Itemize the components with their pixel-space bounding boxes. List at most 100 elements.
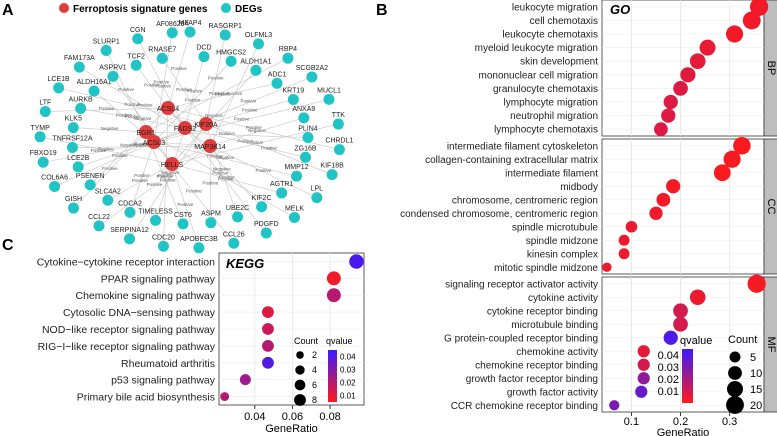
kegg-point: [262, 339, 274, 352]
go-point: [637, 345, 650, 358]
network-edge: [153, 32, 173, 143]
go-term-label: condensed chromosome, centromeric region: [400, 209, 598, 220]
x-tick-label: 0.06: [282, 411, 303, 423]
go-point: [733, 136, 751, 155]
go-term-label: mitotic spindle midzone: [494, 263, 598, 274]
go-point: [673, 303, 688, 319]
kegg-colorbar: [328, 350, 337, 402]
network-edge: [73, 131, 147, 209]
network-edge: [153, 61, 232, 143]
panel-label-a: A: [2, 2, 14, 19]
network-edge: [98, 145, 211, 227]
go-point: [618, 234, 630, 246]
deg-node: [124, 206, 136, 218]
go-point: [618, 248, 630, 260]
network-edge: [209, 145, 212, 223]
deg-node: [75, 102, 87, 114]
go-term-label: cell chemotaxis: [530, 16, 598, 27]
deg-node: [252, 38, 264, 50]
network-edge: [137, 38, 186, 129]
edge-label: Positive: [241, 99, 257, 104]
edge-label: Positive: [246, 125, 262, 130]
deg-node: [34, 131, 46, 143]
go-point: [602, 262, 612, 272]
network-edge: [153, 123, 207, 143]
go-point: [663, 94, 678, 110]
go-size-legend-dot: [729, 351, 741, 363]
edge-label: Positive: [137, 103, 153, 108]
go-point: [723, 150, 741, 168]
deg-node-label: PSENEN: [76, 173, 105, 180]
network-edge: [209, 145, 317, 198]
panel-b-go-dotplot: B BP leukocyte migration cell chemotaxis leu…: [376, 0, 777, 436]
signature-node: [147, 135, 161, 149]
deg-node: [232, 211, 244, 223]
deg-node-label: LCE1B: [48, 76, 71, 83]
network-edge: [167, 31, 191, 109]
network-edge: [171, 145, 211, 165]
deg-node-label: CGN: [130, 27, 146, 34]
go-term-label: neutrophil migration: [510, 111, 598, 122]
kegg-colorbar-tick: 0.04: [340, 353, 356, 362]
edge-label: Positive: [218, 176, 234, 181]
network-edge: [205, 99, 294, 125]
go-point: [635, 385, 648, 398]
go-term-label: CCR chemokine receptor binding: [451, 401, 598, 412]
go-point: [637, 372, 650, 385]
deg-node: [73, 61, 85, 73]
kegg-panel-title: KEGG: [226, 256, 264, 271]
edge-label: Positive: [176, 87, 192, 92]
kegg-size-legend-dot: [296, 351, 304, 359]
legend-deg-label: DEGs: [235, 4, 263, 15]
network-edge: [184, 127, 267, 234]
go-point: [663, 330, 678, 345]
network-edge: [167, 83, 278, 109]
edge-label: Positive: [207, 153, 223, 158]
network-edge: [107, 163, 173, 201]
facet-strip-label: MF: [765, 337, 777, 353]
signature-node: [161, 101, 175, 115]
go-colorbar: [682, 349, 693, 403]
network-edge: [171, 70, 257, 165]
deg-node-label: SLC4A2: [95, 188, 121, 195]
go-size-legend-dot: [726, 396, 744, 414]
edge-label: Positive: [147, 182, 163, 187]
edge-label: Positive: [187, 88, 203, 93]
edge-label: Positive: [209, 91, 225, 96]
x-tick-label: 0.2: [673, 416, 688, 428]
edge-label: Positive: [154, 79, 170, 84]
go-panel-title: GO: [610, 2, 630, 17]
go-point: [689, 53, 706, 69]
edge-label: Positive: [215, 92, 231, 97]
deg-node: [288, 211, 300, 223]
go-term-label: G protein-coupled receptor binding: [444, 333, 598, 344]
signature-node-label: HELLS: [161, 162, 184, 169]
go-colorbar-title: qvalue: [680, 335, 712, 347]
deg-node: [124, 233, 136, 245]
go-term-label: growth factor receptor binding: [466, 374, 598, 385]
go-term-label: cytokine receptor binding: [487, 306, 598, 317]
deg-node-label: KIF2C: [252, 195, 272, 202]
go-term-label: lymphocyte migration: [504, 98, 598, 109]
deg-node: [184, 26, 196, 38]
go-term-label: granulocyte chemotaxis: [493, 84, 598, 95]
edge-label: Negative: [216, 155, 234, 160]
go-size-legend-label: 20: [750, 400, 762, 412]
deg-node-label: TNFRSF12A: [52, 135, 92, 142]
go-term-label: signaling receptor activator activity: [445, 279, 598, 290]
signature-node-label: FADS2: [174, 126, 196, 133]
legend-deg-dot: [221, 3, 231, 13]
deg-node-label: ASPM: [201, 211, 221, 218]
network-edge: [205, 34, 226, 125]
deg-node-label: TCF2: [127, 53, 145, 60]
deg-node-label: HMGCS2: [216, 49, 246, 56]
deg-node: [256, 201, 268, 213]
deg-node-label: SCGB2A2: [296, 65, 328, 72]
go-term-label: intermediate filament cytoskeleton: [447, 141, 598, 152]
deg-node-label: UBE2C: [226, 205, 249, 212]
deg-node-label: CCL22: [88, 214, 110, 221]
go-size-legend-dot: [728, 366, 742, 380]
edge-label: Negative: [248, 128, 266, 133]
deg-node: [132, 33, 144, 45]
